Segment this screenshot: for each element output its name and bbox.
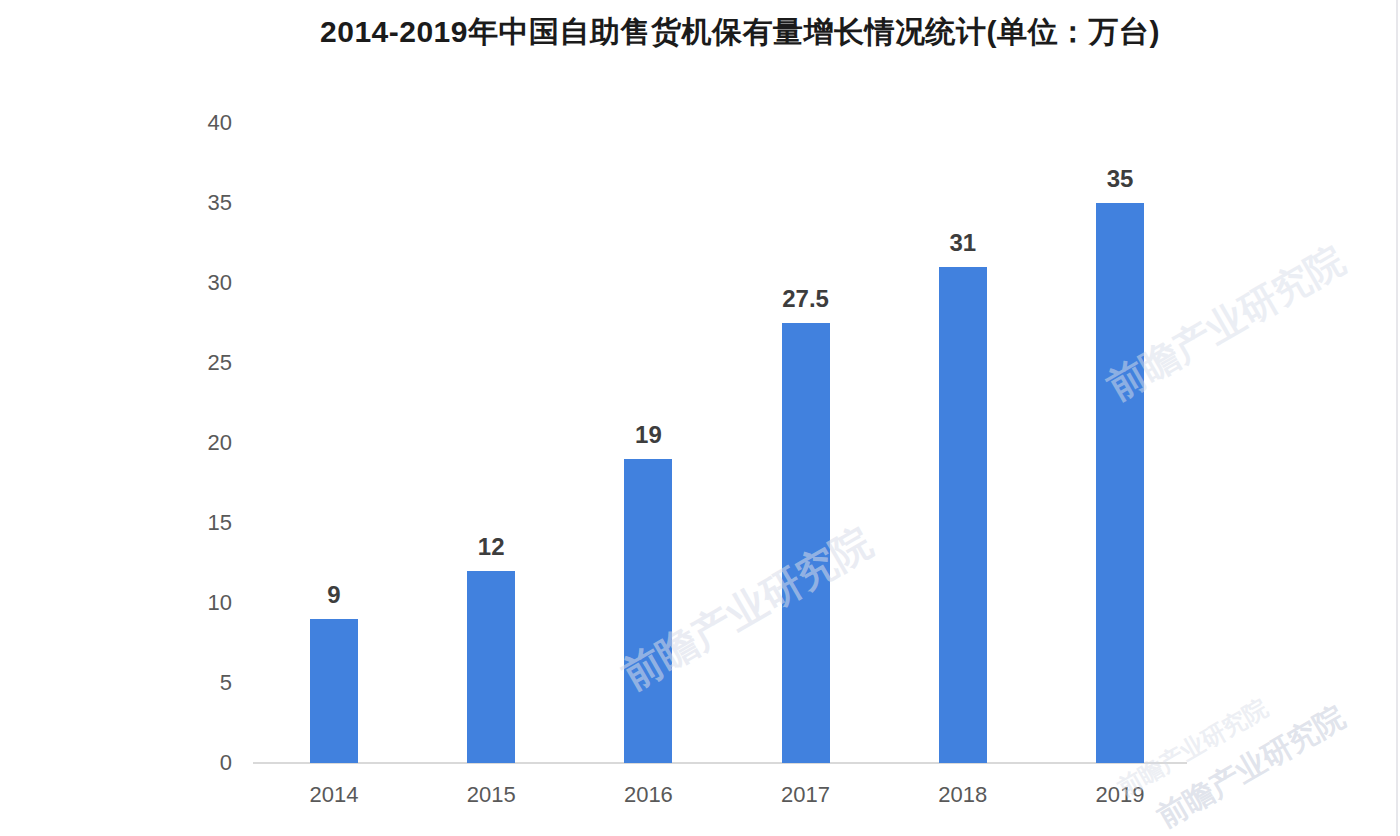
bar-value-label: 27.5 [746, 284, 866, 314]
page-right-border [1396, 0, 1398, 836]
x-axis-tick-label: 2015 [431, 782, 551, 808]
y-axis-tick-label: 0 [132, 750, 232, 776]
y-axis-tick-label: 5 [132, 670, 232, 696]
y-axis-tick-label: 15 [132, 510, 232, 536]
bar-value-label: 35 [1060, 164, 1180, 194]
bar-value-label: 9 [274, 580, 394, 610]
y-axis-tick-label: 20 [132, 430, 232, 456]
y-axis-tick-label: 10 [132, 590, 232, 616]
bar-value-label: 31 [903, 228, 1023, 258]
x-axis-tick-label: 2017 [746, 782, 866, 808]
watermark-text: 前瞻产业研究院 [1150, 697, 1352, 836]
bar [782, 323, 830, 763]
chart-title: 2014-2019年中国自助售货机保有量增长情况统计(单位：万台) [90, 12, 1390, 53]
y-axis-tick-label: 35 [132, 190, 232, 216]
bar [939, 267, 987, 763]
bar [624, 459, 672, 763]
y-axis-tick-label: 25 [132, 350, 232, 376]
y-axis-tick-label: 40 [132, 110, 232, 136]
x-axis-tick-label: 2018 [903, 782, 1023, 808]
bar-value-label: 12 [431, 532, 551, 562]
bar [1096, 203, 1144, 763]
bar [467, 571, 515, 763]
y-axis-tick-label: 30 [132, 270, 232, 296]
bar-value-label: 19 [588, 420, 708, 450]
x-axis-tick-label: 2016 [588, 782, 708, 808]
x-axis-tick-label: 2019 [1060, 782, 1180, 808]
chart-canvas: 2014-2019年中国自助售货机保有量增长情况统计(单位：万台) 0 5 10 15… [0, 0, 1400, 836]
x-axis-line [253, 762, 1187, 764]
x-axis-tick-label: 2014 [274, 782, 394, 808]
bar [310, 619, 358, 763]
